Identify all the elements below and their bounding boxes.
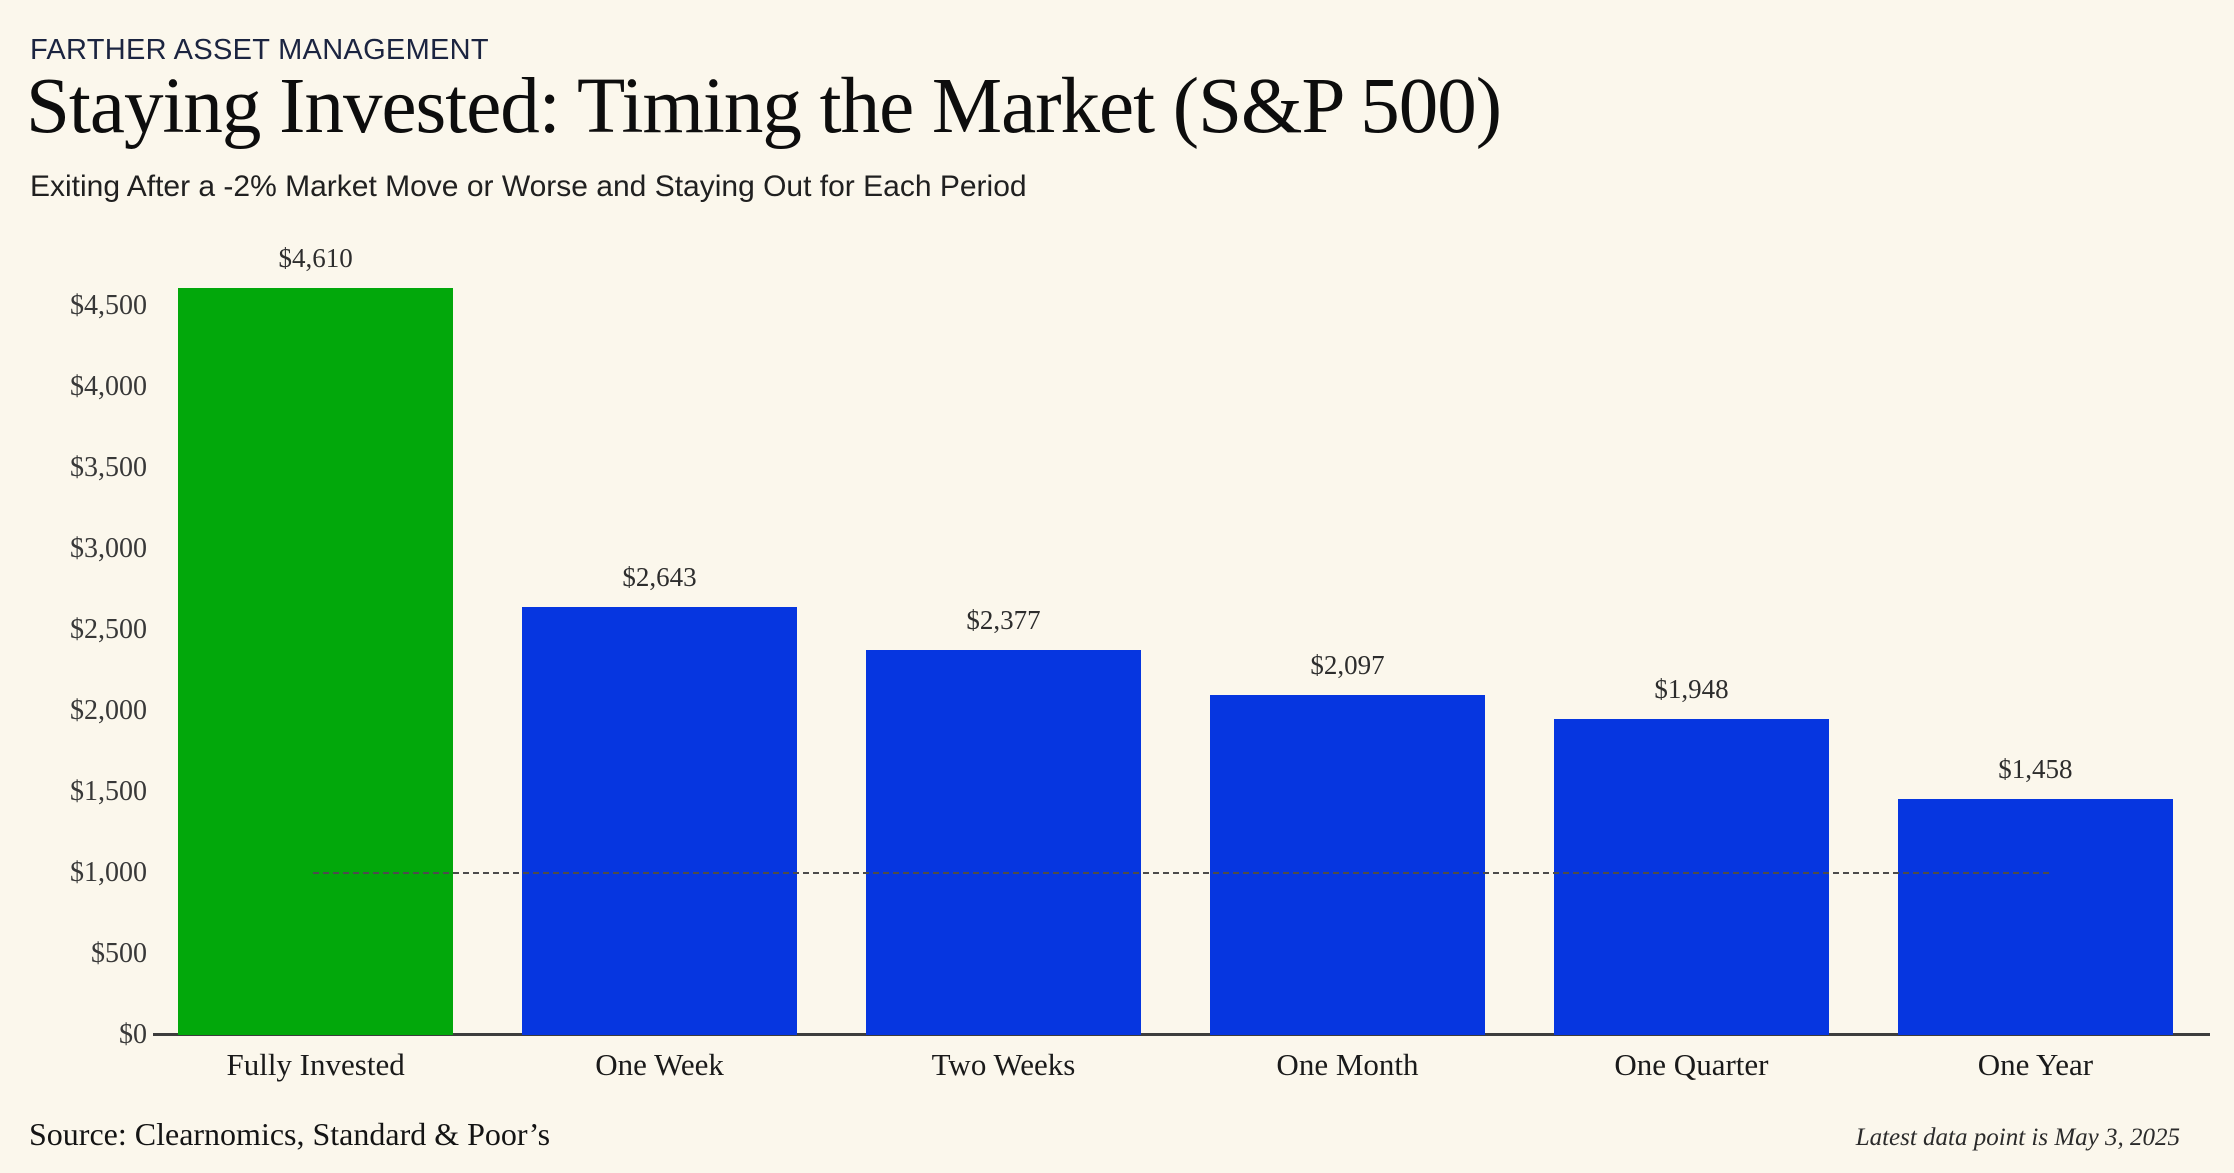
x-axis-label-one-week: One Week bbox=[595, 1047, 724, 1082]
x-axis-label-fully-invested: Fully Invested bbox=[226, 1047, 405, 1082]
bar-value-label: $1,948 bbox=[1654, 674, 1729, 705]
y-axis-tick-label: $2,000 bbox=[70, 694, 147, 726]
bar-fully-invested bbox=[178, 287, 454, 1035]
x-axis-label-one-year: One Year bbox=[1977, 1047, 2094, 1082]
x-axis-label-two-weeks: Two Weeks bbox=[931, 1047, 1076, 1082]
y-axis-tick-label: $1,000 bbox=[70, 856, 147, 888]
y-axis-tick-label: $4,500 bbox=[70, 289, 147, 321]
y-axis-tick-label: $500 bbox=[91, 937, 147, 969]
bar-two-weeks bbox=[866, 649, 1142, 1035]
brand-eyebrow: FARTHER ASSET MANAGEMENT bbox=[30, 34, 489, 66]
y-axis-tick-label: $3,500 bbox=[70, 451, 147, 483]
bar-value-label: $4,610 bbox=[278, 242, 353, 273]
bar-value-label: $2,377 bbox=[966, 604, 1041, 635]
bar-one-week bbox=[522, 606, 798, 1035]
y-axis-tick-label: $3,000 bbox=[70, 532, 147, 564]
y-axis-tick-label: $0 bbox=[119, 1019, 147, 1050]
bar-one-quarter bbox=[1553, 719, 1829, 1035]
y-axis-tick-label: $4,000 bbox=[70, 370, 147, 402]
x-axis-label-one-month: One Month bbox=[1276, 1047, 1419, 1082]
chart-subtitle: Exiting After a -2% Market Move or Worse… bbox=[30, 170, 1027, 203]
x-axis-label-one-quarter: One Quarter bbox=[1614, 1047, 1769, 1082]
y-axis-tick-label: $1,500 bbox=[70, 775, 147, 807]
latest-data-note: Latest data point is May 3, 2025 bbox=[1855, 1124, 2180, 1151]
bar-one-month bbox=[1209, 695, 1485, 1035]
initial-investment-reference-line bbox=[313, 871, 2049, 874]
page-title: Staying Invested: Timing the Market (S&P… bbox=[26, 63, 1502, 150]
bar-value-label: $1,458 bbox=[1998, 753, 2073, 784]
source-text: Source: Clearnomics, Standard & Poor’s bbox=[29, 1116, 551, 1152]
bar-value-label: $2,097 bbox=[1310, 650, 1385, 681]
bar-value-label: $2,643 bbox=[622, 561, 697, 592]
x-axis-line bbox=[153, 1033, 2210, 1036]
bar-one-year bbox=[1897, 798, 2173, 1035]
y-axis-tick-label: $2,500 bbox=[70, 613, 147, 645]
